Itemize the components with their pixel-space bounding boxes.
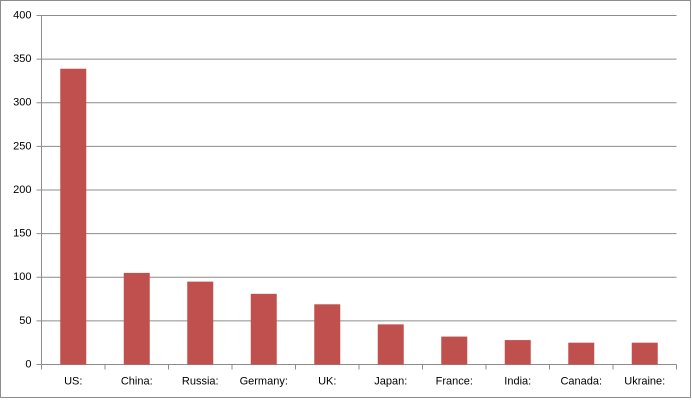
bar (314, 304, 341, 365)
x-tick-label: Japan: (374, 375, 407, 387)
y-tick-label: 150 (13, 228, 31, 240)
y-tick-label: 400 (13, 9, 31, 21)
x-tick-label: India: (504, 375, 531, 387)
y-tick-label: 200 (13, 184, 31, 196)
x-tick-label: China: (121, 375, 153, 387)
bar (60, 68, 87, 365)
x-tick-label: France: (436, 375, 473, 387)
bar (441, 336, 468, 365)
bar (504, 340, 531, 365)
x-tick-label: Germany: (240, 375, 288, 387)
x-tick-label: Ukraine: (624, 375, 665, 387)
bar (250, 293, 277, 365)
y-tick-label: 100 (13, 271, 31, 283)
bar (568, 342, 595, 365)
y-tick-label: 300 (13, 97, 31, 109)
bar (187, 281, 214, 365)
x-tick-label: Canada: (560, 375, 602, 387)
y-tick-label: 350 (13, 53, 31, 65)
bar (123, 272, 150, 365)
x-tick-label: US: (64, 375, 82, 387)
y-tick-label: 0 (25, 358, 31, 370)
bar (631, 342, 658, 365)
x-tick-label: Russia: (182, 375, 219, 387)
y-tick-label: 50 (19, 315, 31, 327)
y-tick-label: 250 (13, 140, 31, 152)
bar (377, 324, 404, 365)
x-tick-label: UK: (318, 375, 336, 387)
